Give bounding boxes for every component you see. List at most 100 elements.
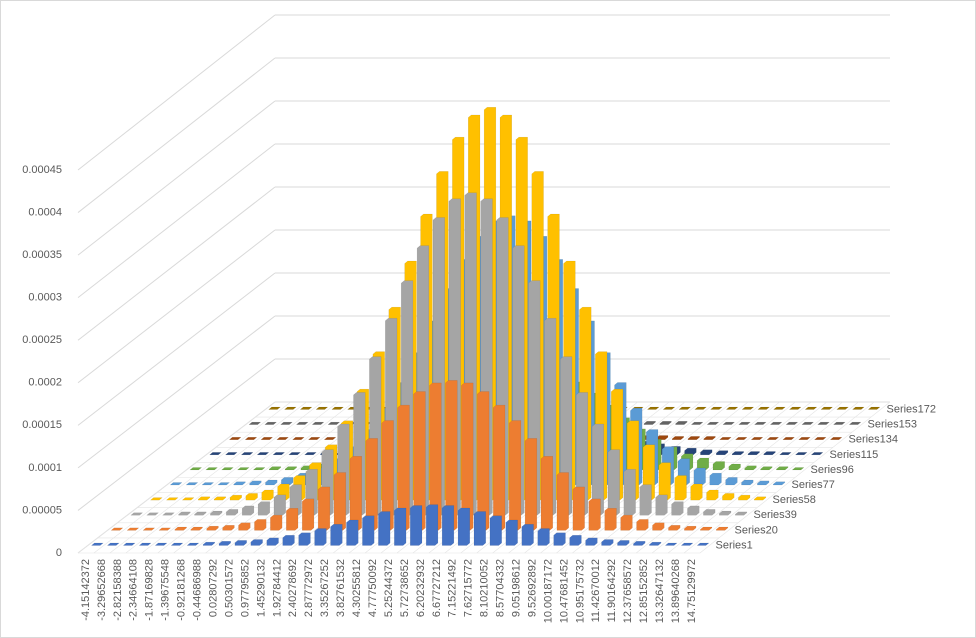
bar [757, 480, 770, 486]
bar [585, 537, 598, 546]
bar [829, 437, 843, 440]
bar [174, 526, 187, 531]
bar [473, 511, 486, 546]
bar [206, 525, 219, 531]
bar [268, 406, 281, 410]
x-tick-label: 1.45290132 [255, 559, 267, 617]
bar [298, 532, 311, 546]
bar [607, 449, 620, 516]
bar [813, 437, 827, 440]
bar [700, 449, 713, 456]
bar [106, 542, 120, 546]
bar [680, 542, 694, 546]
bar [636, 519, 649, 531]
bar [218, 541, 231, 546]
bar [146, 512, 160, 516]
bar [804, 406, 818, 410]
bar [693, 467, 706, 486]
bar [753, 421, 767, 425]
bar [553, 532, 566, 546]
bar [445, 380, 458, 531]
bar [633, 541, 646, 546]
bar [794, 452, 808, 456]
bar [639, 484, 652, 516]
bar [738, 421, 751, 425]
bar [202, 541, 215, 546]
series-label: Series58 [773, 494, 816, 506]
series-label: Series153 [868, 419, 918, 431]
bar [241, 505, 255, 516]
bar [286, 508, 299, 531]
bar [122, 542, 136, 546]
x-tick-label: 10.47681452 [558, 559, 570, 623]
x-tick-label: 4.77750092 [367, 559, 379, 617]
y-tick-label: 0.0001 [28, 462, 62, 474]
bar [591, 423, 604, 516]
bar [244, 437, 258, 440]
bar [725, 477, 738, 486]
grid-line [77, 143, 276, 299]
x-tick-label: 7.15221492 [447, 559, 459, 617]
bar [165, 497, 179, 501]
bar [722, 493, 735, 501]
bar [588, 498, 601, 531]
x-tick-label: 5.72738652 [399, 559, 411, 617]
bar [750, 437, 764, 440]
bar [265, 479, 278, 486]
bar [716, 450, 729, 456]
bar [261, 489, 274, 501]
bar [170, 542, 184, 546]
bar [741, 406, 755, 410]
bar [240, 452, 254, 456]
bar [696, 457, 710, 471]
grid-line [77, 100, 276, 256]
bar [728, 463, 741, 471]
bar [288, 452, 302, 456]
bar [744, 465, 757, 471]
bar [169, 482, 183, 486]
bar [236, 467, 250, 471]
bar [126, 527, 140, 531]
bar [189, 467, 203, 471]
bar [213, 496, 227, 501]
bar [256, 452, 270, 456]
x-tick-label: 2.87772972 [303, 559, 315, 617]
bar [832, 421, 846, 425]
y-tick-label: 0.00045 [22, 164, 62, 176]
bar [725, 406, 739, 410]
bar [718, 437, 732, 440]
bar [233, 481, 246, 486]
bar [266, 537, 279, 546]
bar [110, 527, 124, 531]
bar [820, 406, 834, 410]
bar [273, 494, 286, 516]
bar [706, 489, 719, 501]
series-label: Series1 [716, 539, 753, 551]
bar [186, 542, 200, 546]
bar [646, 406, 660, 410]
bar [690, 483, 703, 501]
x-tick-label: 10.00187172 [542, 559, 554, 623]
bar [429, 382, 442, 531]
bar [282, 535, 295, 546]
bar [664, 542, 678, 546]
bar [493, 404, 506, 531]
bar [349, 456, 362, 531]
bar [222, 525, 235, 531]
grid-line [77, 229, 276, 384]
bar [264, 421, 278, 425]
x-tick-label: 3.82761532 [335, 559, 347, 617]
bar [284, 466, 297, 471]
bar [315, 406, 329, 410]
bar [659, 421, 672, 425]
bar [731, 451, 744, 456]
bar [734, 511, 748, 516]
bar [190, 526, 203, 531]
bar [782, 437, 796, 440]
x-tick-label: 3.35267252 [319, 559, 331, 617]
bar [694, 406, 707, 410]
bar [508, 420, 522, 531]
bar [505, 519, 518, 546]
bar [217, 482, 231, 486]
bar [540, 456, 553, 531]
